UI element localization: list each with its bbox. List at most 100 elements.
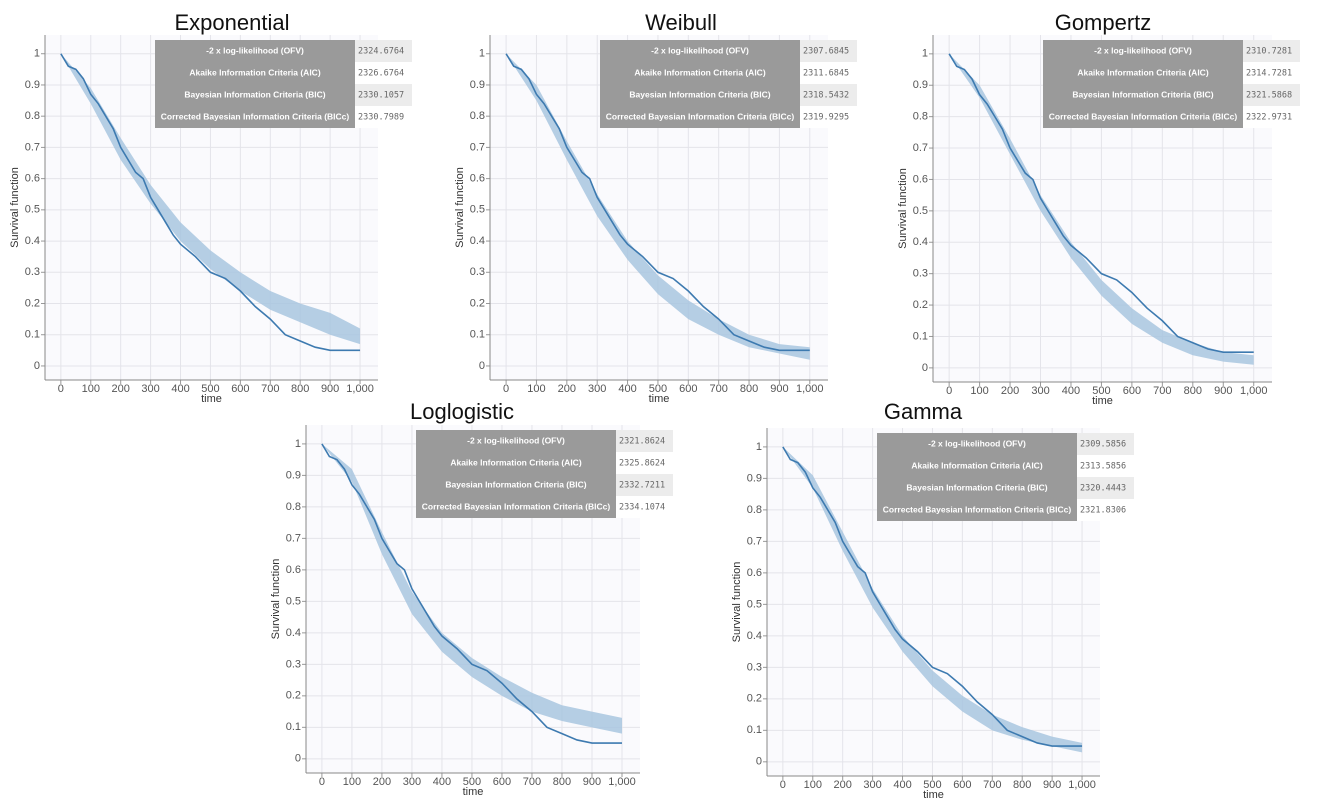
stat-label-cell (155, 106, 355, 128)
y-tick-label: 0.2 (747, 693, 762, 705)
x-tick-label: 100 (970, 385, 988, 397)
x-tick-label: 1,000 (608, 776, 636, 788)
km-line (782, 446, 1083, 747)
stat-value-cell (1243, 40, 1300, 62)
stat-value-cell (355, 62, 412, 84)
stat-value: 2321.5868 (1246, 91, 1292, 101)
x-tick-label: 400 (433, 776, 451, 788)
stat-label: Akaike Information Criteria (AIC) (911, 460, 1042, 470)
x-tick-label: 100 (527, 383, 545, 395)
stat-value-cell (355, 106, 412, 128)
y-tick-label: 0.9 (747, 472, 762, 484)
stat-label: Bayesian Information Criteria (BIC) (445, 479, 586, 489)
stat-value-cell (800, 84, 857, 106)
x-tick-label: 800 (1013, 779, 1031, 791)
stat-value: 2313.5856 (1080, 462, 1126, 472)
stat-label: -2 x log-likelihood (OFV) (1094, 45, 1192, 55)
chart-title: Exponential (175, 10, 290, 35)
stat-value: 2334.1074 (619, 503, 665, 513)
y-tick-label: 0.6 (470, 173, 485, 185)
y-tick-label: 0.1 (286, 721, 301, 733)
x-tick-label: 300 (403, 776, 421, 788)
y-tick-label: 0.9 (470, 79, 485, 91)
y-tick-label: 0.4 (286, 627, 301, 639)
y-axis-label: Survival function (270, 559, 282, 640)
stat-label-cell (416, 452, 616, 474)
x-tick-label: 600 (679, 383, 697, 395)
x-tick-label: 200 (558, 383, 576, 395)
chart-title: Gamma (884, 399, 963, 424)
y-tick-label: 0 (922, 362, 928, 374)
stat-label: Bayesian Information Criteria (BIC) (906, 482, 1047, 492)
stat-value-cell (800, 40, 857, 62)
x-tick-label: 500 (463, 776, 481, 788)
stat-value: 2321.8624 (619, 437, 665, 447)
y-tick-label: 0.6 (747, 567, 762, 579)
x-tick-label: 400 (1062, 385, 1080, 397)
y-axis-label: Survival function (897, 168, 909, 249)
stat-label: Bayesian Information Criteria (BIC) (184, 89, 325, 99)
stat-label-cell (416, 496, 616, 518)
stat-value-cell (355, 84, 412, 106)
x-tick-label: 800 (740, 383, 758, 395)
y-axis-label: Survival function (9, 167, 21, 248)
x-tick-label: 800 (553, 776, 571, 788)
y-tick-label: 0.1 (913, 330, 928, 342)
x-tick-label: 900 (770, 383, 788, 395)
y-tick-label: 0.6 (286, 564, 301, 576)
x-tick-label: 400 (171, 383, 189, 395)
stat-value-cell (616, 430, 673, 452)
y-tick-label: 0.5 (286, 595, 301, 607)
x-tick-label: 0 (503, 383, 509, 395)
stat-value: 2309.5856 (1080, 440, 1126, 450)
stat-value: 2320.4443 (1080, 484, 1126, 494)
stat-value: 2330.7989 (358, 113, 404, 123)
stat-value: 2321.8306 (1080, 506, 1126, 516)
y-tick-label: 0.5 (747, 598, 762, 610)
x-tick-label: 600 (1123, 385, 1141, 397)
stat-value-cell (616, 474, 673, 496)
x-tick-label: 0 (780, 779, 786, 791)
stat-label: Corrected Bayesian Information Criteria … (883, 504, 1072, 514)
x-tick-label: 300 (588, 383, 606, 395)
stat-label: -2 x log-likelihood (OFV) (928, 438, 1026, 448)
stat-label-cell (877, 499, 1077, 521)
x-tick-label: 1,000 (1068, 779, 1096, 791)
stat-value: 2307.6845 (803, 47, 849, 57)
stat-value: 2314.7281 (1246, 69, 1292, 79)
y-tick-label: 0 (756, 756, 762, 768)
confidence-band (60, 53, 361, 345)
stat-value-cell (1077, 499, 1134, 521)
y-tick-label: 0.7 (913, 142, 928, 154)
stat-value: 2325.8624 (619, 459, 665, 469)
y-tick-label: 0.2 (470, 297, 485, 309)
stat-value-cell (1243, 84, 1300, 106)
stat-value-cell (800, 62, 857, 84)
x-tick-label: 900 (321, 383, 339, 395)
y-tick-label: 0.3 (470, 266, 485, 278)
y-tick-label: 0.9 (913, 79, 928, 91)
y-tick-label: 0.8 (913, 111, 928, 123)
y-tick-label: 0.1 (747, 724, 762, 736)
x-tick-label: 900 (1214, 385, 1232, 397)
x-tick-label: 700 (523, 776, 541, 788)
x-tick-label: 200 (1001, 385, 1019, 397)
stat-value: 2318.5432 (803, 91, 849, 101)
y-tick-label: 0.8 (25, 110, 40, 122)
stat-label-cell (600, 106, 800, 128)
stat-value-cell (1077, 477, 1134, 499)
stat-label-cell (1043, 84, 1243, 106)
stat-value: 2311.6845 (803, 69, 849, 79)
y-tick-label: 1 (479, 48, 485, 60)
x-tick-label: 500 (649, 383, 667, 395)
y-tick-label: 0.6 (25, 173, 40, 185)
stat-value: 2326.6764 (358, 69, 404, 79)
y-tick-label: 0.9 (286, 469, 301, 481)
x-tick-label: 500 (1092, 385, 1110, 397)
x-tick-label: 800 (1184, 385, 1202, 397)
x-tick-label: 700 (1153, 385, 1171, 397)
stat-label-cell (600, 84, 800, 106)
y-tick-label: 0.1 (470, 329, 485, 341)
y-tick-label: 0.4 (25, 235, 40, 247)
